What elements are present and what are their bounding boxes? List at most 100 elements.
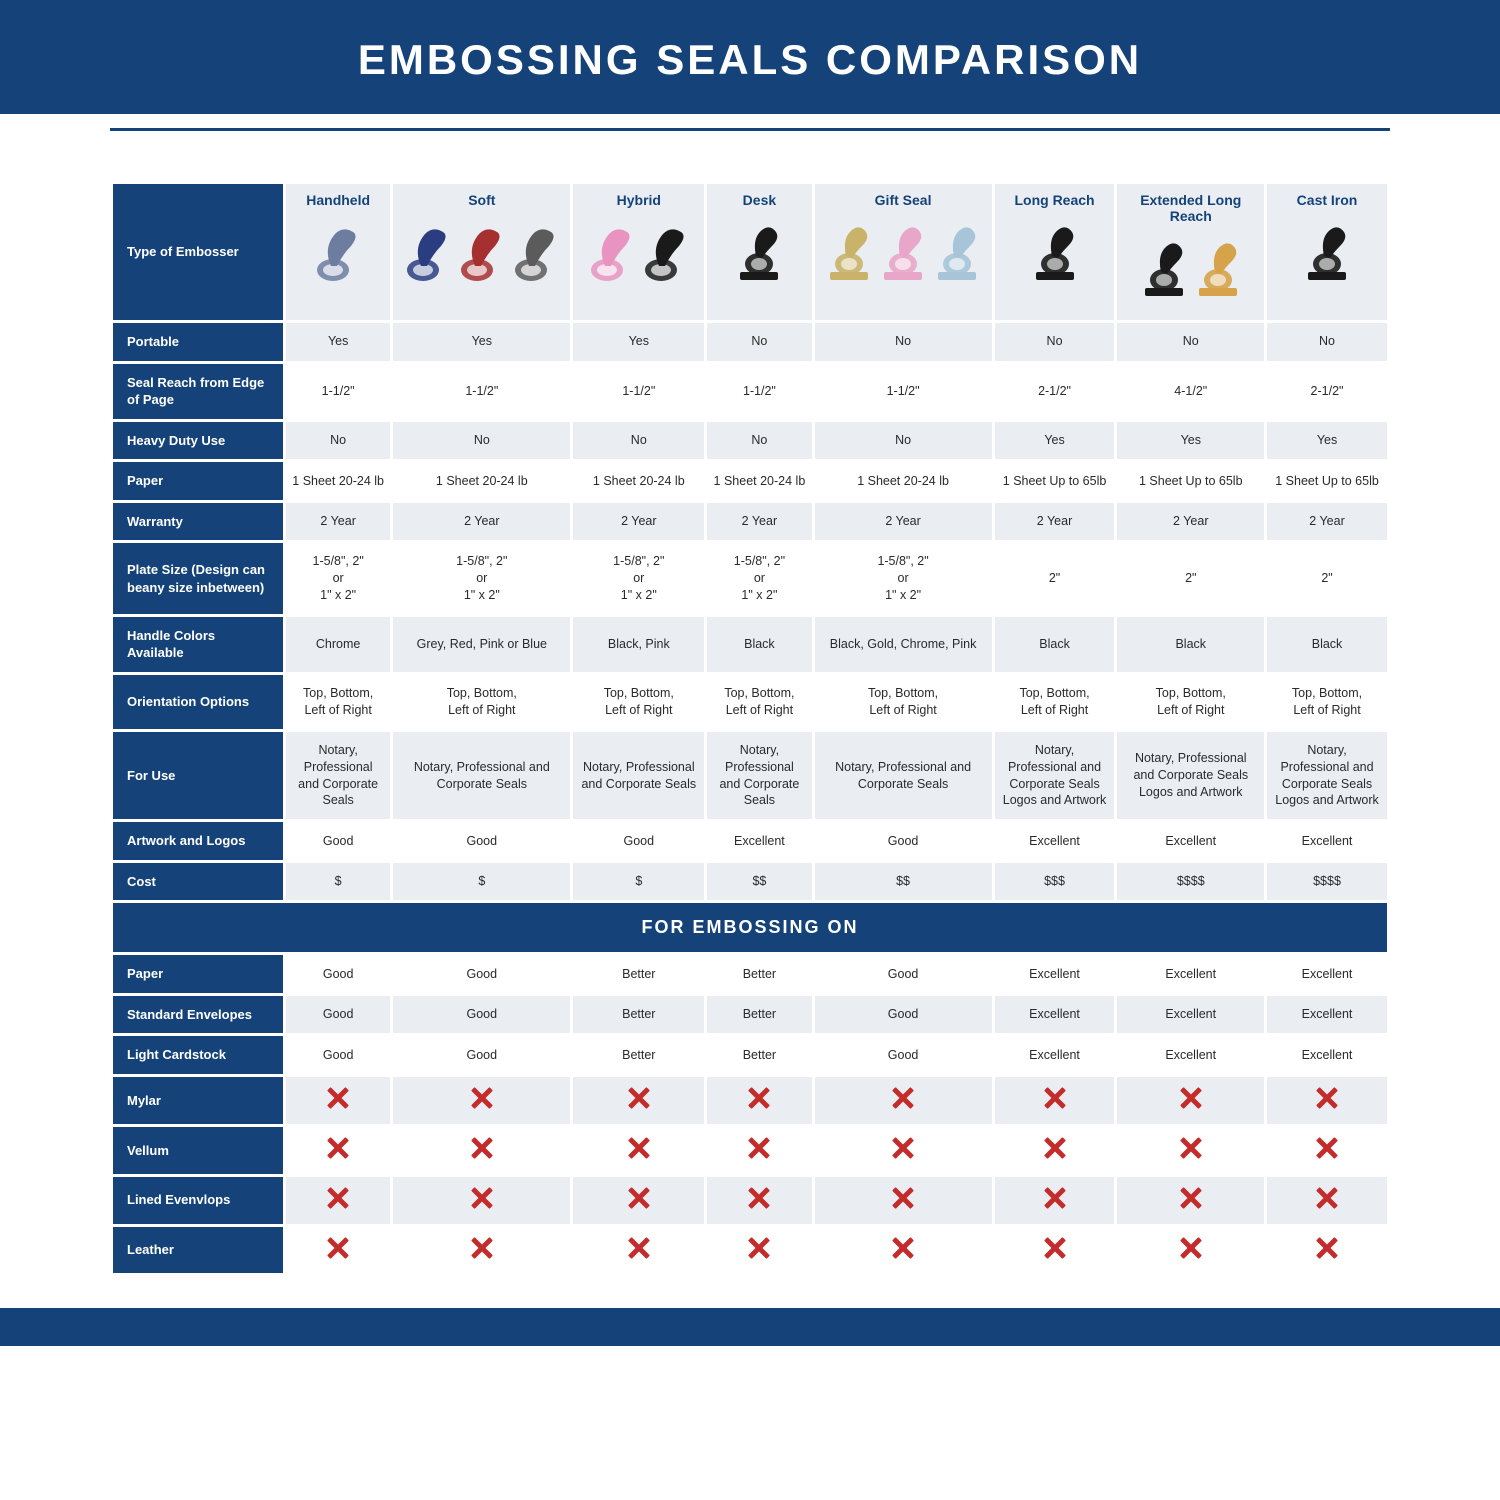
row-label: Cost [113,863,283,901]
table-cell: Excellent [1117,996,1264,1034]
table-cell: $ [286,863,390,901]
table-cell: Top, Bottom,Left of Right [995,675,1115,729]
table-cell: Yes [573,323,704,361]
table-cell [1117,1227,1264,1274]
column-header-label: Soft [397,192,566,208]
table-cell: Excellent [995,955,1115,993]
column-header-image [577,208,700,300]
footer-bar [0,1308,1500,1346]
embosser-icon [511,224,561,284]
table-cell: Good [815,822,992,860]
column-header-label: Handheld [290,192,386,208]
x-icon [628,1137,650,1159]
row-label: For Use [113,732,283,820]
table-cell: 2 Year [573,503,704,541]
table-cell: No [393,422,570,460]
table-row: PortableYesYesYesNoNoNoNoNo [113,323,1387,361]
table-cell: Top, Bottom,Left of Right [393,675,570,729]
table-cell [286,1227,390,1274]
table-cell: Good [393,996,570,1034]
x-icon [1316,1137,1338,1159]
table-cell [393,1177,570,1224]
x-icon [1044,1237,1066,1259]
header-row-label: Type of Embosser [113,184,283,320]
table-cell: Yes [1117,422,1264,460]
table-cell [995,1127,1115,1174]
column-header-image [999,208,1111,300]
section-header: FOR EMBOSSING ON [113,903,1387,952]
embosser-icon [824,224,874,284]
table-cell: 1-1/2" [286,364,390,419]
x-icon [1316,1087,1338,1109]
table-cell: Excellent [1117,822,1264,860]
table-cell: No [815,422,992,460]
x-icon [748,1237,770,1259]
table-row: Handle Colors AvailableChromeGrey, Red, … [113,617,1387,672]
column-header-label: Desk [711,192,807,208]
table-cell [995,1177,1115,1224]
table-cell: Excellent [1267,996,1387,1034]
table-cell [815,1227,992,1274]
table-cell [707,1177,811,1224]
table-cell [1267,1127,1387,1174]
table-cell: Excellent [1117,1036,1264,1074]
table-row: Plate Size (Design can beany size inbetw… [113,543,1387,614]
column-header-image [397,208,566,300]
x-icon [748,1187,770,1209]
table-cell: Black [1117,617,1264,672]
table-cell: Notary, Professional and Corporate Seals [286,732,390,820]
table-cell [815,1127,992,1174]
table-cell: 1 Sheet 20-24 lb [393,462,570,500]
table-cell: Notary, Professional and Corporate Seals… [1267,732,1387,820]
x-icon [1180,1237,1202,1259]
x-icon [471,1187,493,1209]
table-cell: 4-1/2" [1117,364,1264,419]
table-cell: 2 Year [1267,503,1387,541]
table-cell: 1-1/2" [707,364,811,419]
table-cell: $ [393,863,570,901]
row-label: Handle Colors Available [113,617,283,672]
table-cell: Excellent [1117,955,1264,993]
x-icon [1316,1237,1338,1259]
table-row: Orientation OptionsTop, Bottom,Left of R… [113,675,1387,729]
table-cell: Excellent [995,996,1115,1034]
x-icon [327,1137,349,1159]
table-cell: Black [995,617,1115,672]
table-row: Mylar [113,1077,1387,1124]
table-cell [1117,1077,1264,1124]
table-row: Leather [113,1227,1387,1274]
column-header-image [819,208,988,300]
table-section-header: FOR EMBOSSING ON [113,903,1387,952]
column-header-image [290,208,386,300]
row-label: Plate Size (Design can beany size inbetw… [113,543,283,614]
table-row: Cost$$$$$$$$$$$$$$$$$$ [113,863,1387,901]
table-cell: 1 Sheet Up to 65lb [1267,462,1387,500]
x-icon [628,1237,650,1259]
table-cell: Good [815,955,992,993]
table-row: Vellum [113,1127,1387,1174]
table-cell: Black, Gold, Chrome, Pink [815,617,992,672]
table-cell: Notary, Professional and Corporate Seals [707,732,811,820]
column-header: Gift Seal [815,184,992,320]
embosser-icon [587,224,637,284]
column-header-image [1121,224,1260,316]
x-icon [1180,1087,1202,1109]
table-cell: 1-1/2" [573,364,704,419]
row-label: Portable [113,323,283,361]
table-cell: No [707,422,811,460]
table-cell: Excellent [995,1036,1115,1074]
table-cell: Good [286,996,390,1034]
table-cell: 1-1/2" [815,364,992,419]
embosser-icon [734,224,784,284]
table-row: Light CardstockGoodGoodBetterBetterGoodE… [113,1036,1387,1074]
table-cell: Good [815,1036,992,1074]
x-icon [892,1187,914,1209]
table-row: For UseNotary, Professional and Corporat… [113,732,1387,820]
table-cell: Black [1267,617,1387,672]
table-cell: No [995,323,1115,361]
table-row: Standard EnvelopesGoodGoodBetterBetterGo… [113,996,1387,1034]
table-cell: Notary, Professional and Corporate Seals… [1117,732,1264,820]
title-divider [110,128,1390,131]
column-header: Handheld [286,184,390,320]
column-header-label: Cast Iron [1271,192,1383,208]
